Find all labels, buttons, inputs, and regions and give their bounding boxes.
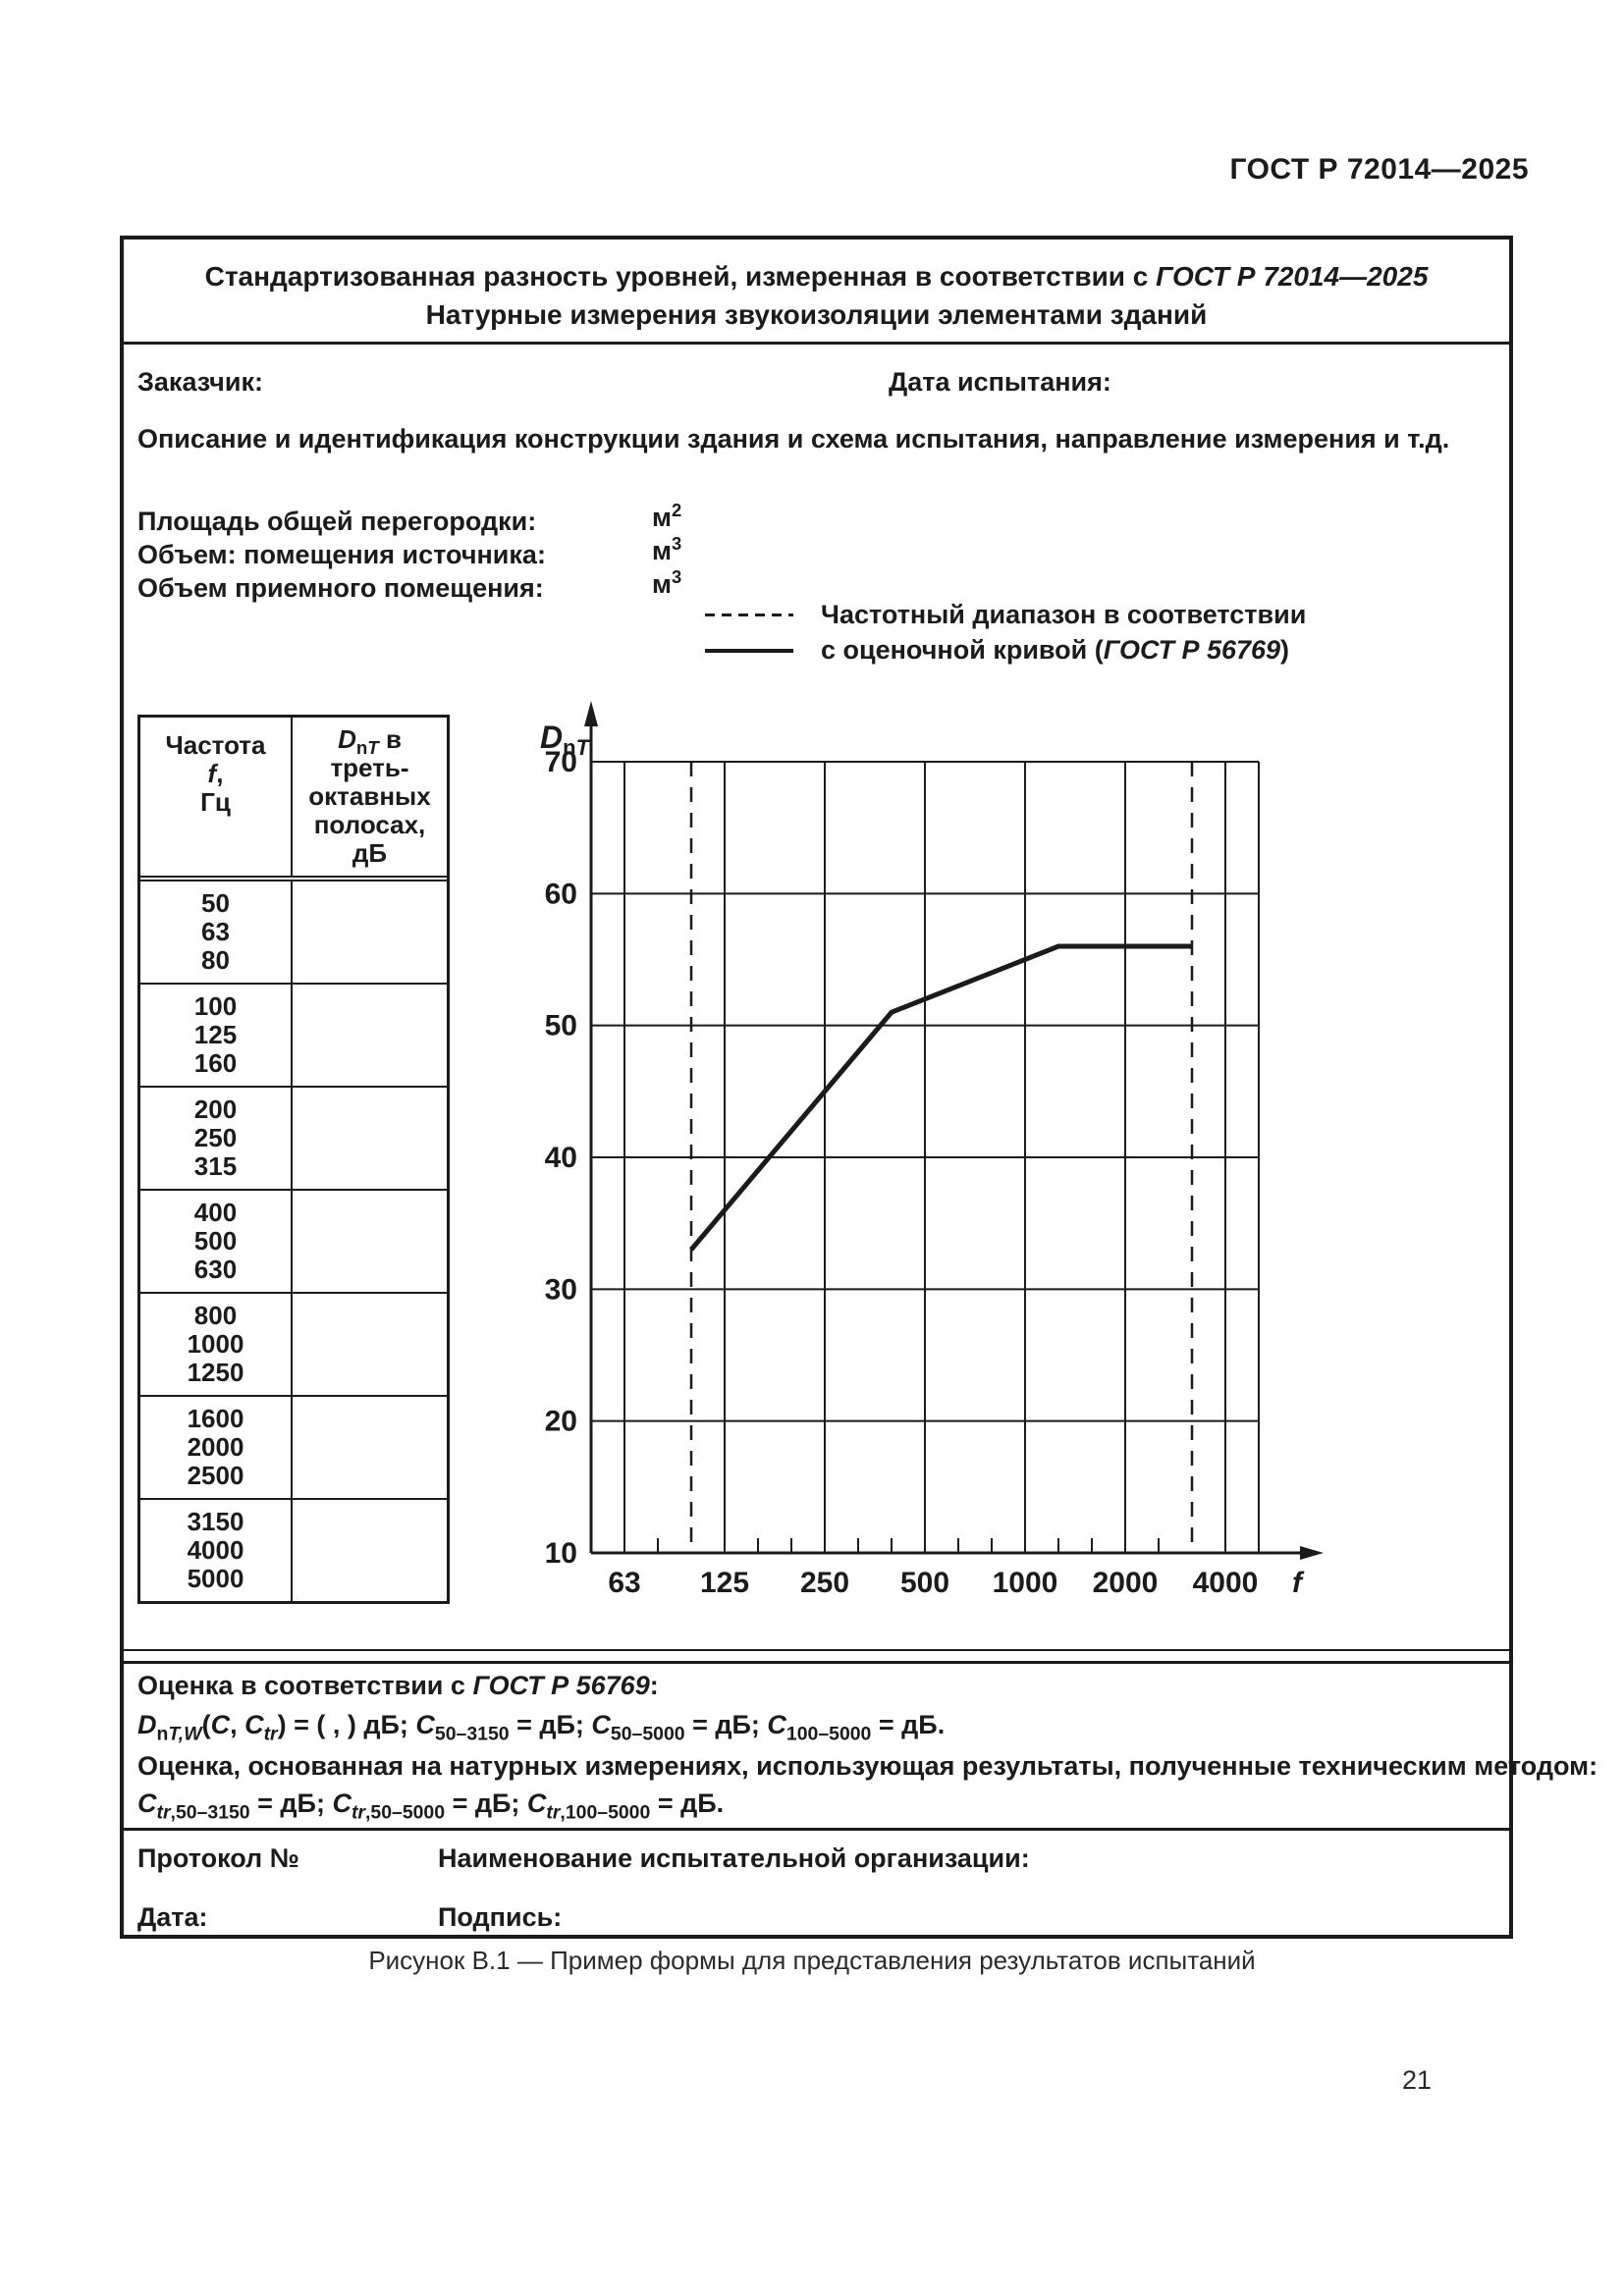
protocol-number-label: Протокол № [137,1843,299,1873]
frequency-cell: 400 500 630 [140,1191,293,1292]
dnt-chart-svg: 70 60 50 40 30 20 10 63 125 250 500 1000 2000 4000 f Dn… [540,701,1324,1599]
form-title-line1: Стандартизованная разность уровней, изме… [204,261,1429,292]
table-header-row: Частота f, Гц DnT в треть-октавных полосах,… [140,718,447,881]
dashed-line-legend-icon [705,614,793,616]
y-tick-label: 30 [545,1273,577,1306]
table-row: 200 250 315 [140,1088,447,1191]
legend-frequency-range-label: Частотный диапазон в соответствии [821,600,1307,629]
y-tick-label: 40 [545,1142,577,1174]
y-axis-arrow [584,701,598,726]
y-axis-label: DnT [540,720,591,760]
dnt-value-cell-empty [293,985,447,1086]
form-title: Стандартизованная разность уровней, изме… [124,257,1509,334]
date-label: Дата: [137,1902,208,1932]
evaluation-formula-dnt: DnT,W(C, Ctr) = ( , ) дБ; C50–3150 = дБ;… [137,1710,946,1745]
rating-curve-line [689,943,1192,1252]
table-row: 100 125 160 [140,985,447,1088]
customer-label: Заказчик: [137,367,263,397]
x-tick-label: 2000 [1093,1567,1159,1599]
table-row: 3150 4000 5000 [140,1500,447,1601]
dnt-chart: 70 60 50 40 30 20 10 63 125 250 500 1000 2000 4000 f Dn… [520,677,1345,1620]
x-tick-label: 125 [700,1567,749,1599]
dnt-value-cell-empty [293,1500,447,1601]
dnt-value-cell-empty [293,1397,447,1498]
solid-line-legend-icon [705,648,793,653]
source-room-volume-label: Объем: помещения источника: [137,540,546,569]
y-tick-label: 50 [545,1010,577,1042]
x-tick-label: 500 [900,1567,949,1599]
table-row: 50 63 80 [140,881,447,985]
x-tick-label: 250 [800,1567,849,1599]
y-tick-label: 10 [545,1537,577,1570]
frequency-cell: 1600 2000 2500 [140,1397,293,1498]
y-tick-label: 60 [545,878,577,910]
section-separator-thin [124,1649,1509,1651]
dnt-value-cell-empty [293,1294,447,1395]
frequency-cell: 200 250 315 [140,1088,293,1189]
standard-number-header: ГОСТ Р 72014—2025 [1229,153,1529,186]
source-room-volume-unit: м3 [652,533,682,565]
table-header-dnt: DnT в треть-октавных полосах, дБ [308,724,431,868]
frequency-cell: 100 125 160 [140,985,293,1086]
y-tick-label: 70 [545,746,577,778]
x-tick-label: 1000 [993,1567,1058,1599]
dnt-value-cell-empty [293,1191,447,1292]
evaluation-heading: Оценка в соответствии с ГОСТ Р 56769: [137,1671,659,1700]
test-report-form: Стандартизованная разность уровней, изме… [120,236,1597,1939]
table-row: 400 500 630 [140,1191,447,1294]
legend-rating-curve-label: с оценочной кривой (ГОСТ Р 56769) [821,635,1290,665]
form-title-line2: Натурные измерения звукоизоляции элемент… [425,299,1208,330]
page-number: 21 [1401,2065,1432,2095]
frequency-cell: 3150 4000 5000 [140,1500,293,1601]
frequency-table: Частота f, Гц DnT в треть-октавных полосах,… [137,715,450,1604]
x-axis-arrow [1300,1545,1324,1560]
frequency-cell: 50 63 80 [140,881,293,983]
x-tick-label: 63 [608,1567,640,1599]
organization-name-label: Наименование испытательной организации: [438,1843,1030,1873]
evaluation-formula-ctr: Ctr,50–3150 = дБ; Ctr,50–5000 = дБ; Ctr,… [137,1789,725,1824]
signature-label: Подпись: [438,1902,563,1932]
title-separator [124,342,1509,345]
legend-rating-curve: с оценочной кривой (ГОСТ Р 56769) [705,634,1289,667]
partition-area-label: Площадь общей перегородки: [137,507,537,536]
dnt-value-cell-empty [293,881,447,983]
protocol-separator [124,1828,1509,1831]
x-tick-label: 4000 [1193,1567,1259,1599]
receiving-room-volume-label: Объем приемного помещения: [137,573,544,603]
frequency-cell: 800 1000 1250 [140,1294,293,1395]
test-date-label: Дата испытания: [889,367,1111,397]
description-label: Описание и идентификация конструкции зда… [137,424,1450,454]
evaluation-field-method-heading: Оценка, основанная на натурных измерения… [137,1751,1598,1781]
figure-caption: Рисунок В.1 — Пример формы для представл… [368,1946,1256,1975]
table-header-frequency: Частота f, Гц [140,718,293,876]
section-separator [124,1661,1509,1664]
table-row: 1600 2000 2500 [140,1397,447,1500]
legend-frequency-range: Частотный диапазон в соответствии [705,599,1306,631]
table-row: 800 1000 1250 [140,1294,447,1397]
y-tick-label: 20 [545,1406,577,1438]
receiving-room-volume-unit: м3 [652,566,682,599]
x-axis-label: f [1292,1567,1305,1599]
partition-area-unit: м2 [652,500,682,532]
dnt-value-cell-empty [293,1088,447,1189]
